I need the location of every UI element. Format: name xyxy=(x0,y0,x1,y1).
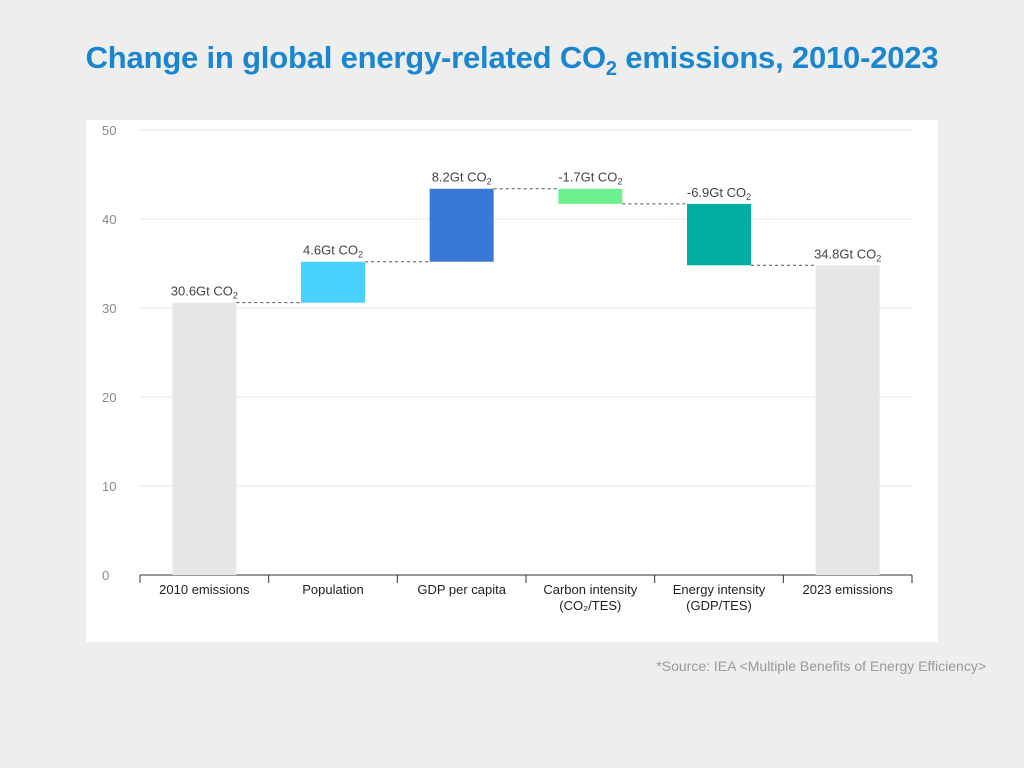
y-tick-label: 20 xyxy=(102,390,116,405)
page-title: Change in global energy-related CO2 emis… xyxy=(0,40,1024,81)
waterfall-chart: 0 10 20 30 40 50 30.6Gt CO2 2010 emissions 4.6Gt… xyxy=(102,123,913,613)
x-tick-label: 2023 emissions xyxy=(803,582,894,597)
y-tick-label: 30 xyxy=(102,301,116,316)
bar xyxy=(815,265,880,575)
y-tick-label: 10 xyxy=(102,479,116,494)
bar xyxy=(301,261,365,303)
y-tick-label: 50 xyxy=(102,123,116,138)
y-tick-label: 40 xyxy=(102,212,116,227)
data-label: 34.8Gt CO2 xyxy=(814,246,881,263)
x-tick-label: Population xyxy=(302,582,363,597)
title-main: Change in global energy-related CO xyxy=(85,40,606,75)
data-label: 30.6Gt CO2 xyxy=(171,284,238,301)
data-label: -1.7Gt CO2 xyxy=(558,170,622,187)
x-tick-label: (CO₂/TES) xyxy=(559,598,621,613)
title-subscript: 2 xyxy=(605,58,617,81)
bar xyxy=(687,203,751,266)
data-label: -6.9Gt CO2 xyxy=(687,185,751,202)
bar xyxy=(429,188,494,262)
y-tick-label: 0 xyxy=(102,568,109,583)
x-tick-label: 2010 emissions xyxy=(159,582,250,597)
x-tick-label: (GDP/TES) xyxy=(686,598,752,613)
title-rest: emissions, 2010-2023 xyxy=(616,40,939,75)
source-note: *Source: IEA <Multiple Benefits of Energ… xyxy=(656,658,986,674)
chart-panel: 0 10 20 30 40 50 30.6Gt CO2 2010 emissions 4.6Gt… xyxy=(86,120,938,642)
x-tick-label: Energy intensity xyxy=(673,582,766,597)
x-tick-label: Carbon intensity xyxy=(543,582,637,597)
bar xyxy=(558,188,623,204)
data-label: 4.6Gt CO2 xyxy=(303,243,363,260)
data-label: 8.2Gt CO2 xyxy=(432,170,492,187)
bar xyxy=(172,302,237,575)
x-tick-label: GDP per capita xyxy=(417,582,506,597)
